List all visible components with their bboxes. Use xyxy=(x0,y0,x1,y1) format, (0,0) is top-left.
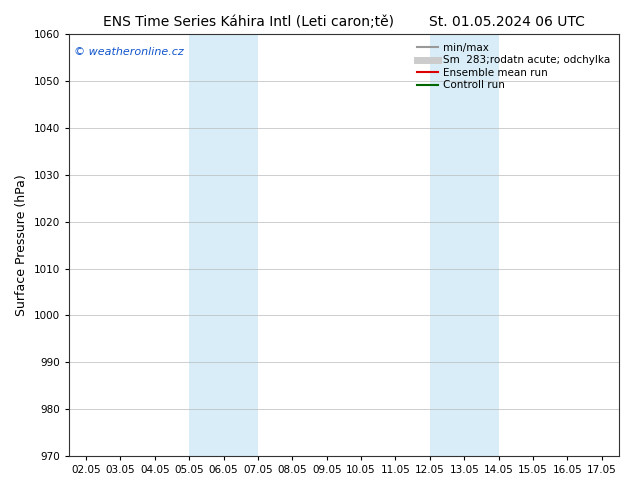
Bar xyxy=(189,34,258,456)
Y-axis label: Surface Pressure (hPa): Surface Pressure (hPa) xyxy=(15,174,28,316)
Text: © weatheronline.cz: © weatheronline.cz xyxy=(74,47,184,57)
Bar xyxy=(430,34,499,456)
Legend: min/max, Sm  283;rodatn acute; odchylka, Ensemble mean run, Controll run: min/max, Sm 283;rodatn acute; odchylka, … xyxy=(414,40,614,94)
Title: ENS Time Series Káhira Intl (Leti caron;tě)        St. 01.05.2024 06 UTC: ENS Time Series Káhira Intl (Leti caron;… xyxy=(103,15,585,29)
